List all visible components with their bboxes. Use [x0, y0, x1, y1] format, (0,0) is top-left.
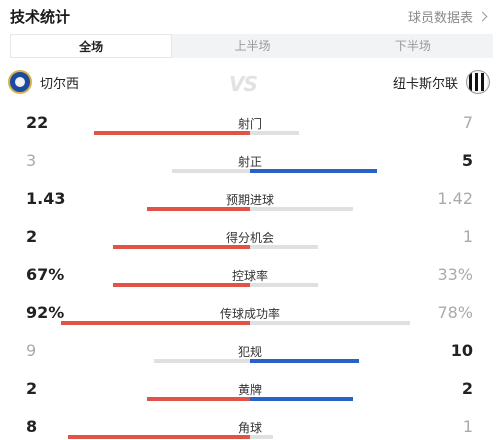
teams-row: 切尔西 VS 纽卡斯尔联 — [0, 70, 500, 98]
away-stat-bar — [250, 359, 359, 363]
away-stat-value: 5 — [461, 151, 473, 170]
away-team-name: 纽卡斯尔联 — [392, 76, 458, 92]
home-stat-bar — [68, 435, 250, 439]
away-stat-bar — [250, 131, 299, 135]
away-stat-value: 33% — [437, 265, 473, 284]
stat-label: 控球率 — [231, 269, 268, 283]
tab-full-match[interactable]: 全场 — [10, 34, 173, 58]
home-stat-bar — [61, 321, 250, 325]
away-stat-value: 7 — [462, 113, 473, 132]
home-stat-value: 67% — [26, 265, 65, 284]
stats-header: 技术统计 球员数据表 — [0, 0, 500, 34]
chelsea-crest-icon — [8, 70, 32, 94]
player-stats-link-label[interactable]: 球员数据表 — [407, 11, 473, 26]
stat-row: 67% 控球率 33% — [0, 265, 500, 295]
home-stat-value: 92% — [26, 303, 65, 322]
section-title: 技术统计 — [10, 8, 71, 26]
home-stat-value: 8 — [26, 417, 38, 436]
player-stats-link[interactable]: 球员数据表 — [407, 7, 488, 26]
away-stat-bar — [250, 435, 273, 439]
home-stat-bar — [94, 131, 250, 135]
home-stat-bar — [147, 207, 250, 211]
stat-row: 92% 传球成功率 78% — [0, 303, 500, 333]
stat-label: 预期进球 — [225, 193, 274, 207]
home-stat-bar — [172, 169, 250, 173]
home-stat-bar — [113, 283, 250, 287]
chevron-right-icon[interactable] — [477, 11, 488, 22]
tab-second-half[interactable]: 下半场 — [394, 39, 431, 53]
away-stat-value: 1 — [462, 417, 473, 436]
stat-row: 2 黄牌 2 — [0, 379, 500, 409]
home-stat-value: 3 — [26, 151, 37, 170]
home-stat-value: 9 — [26, 341, 37, 360]
home-team[interactable]: 切尔西 — [8, 70, 79, 94]
home-stat-bar — [113, 245, 250, 249]
stat-row: 8 角球 1 — [0, 417, 500, 440]
away-stat-value: 1 — [462, 227, 473, 246]
home-team-name: 切尔西 — [40, 76, 80, 92]
stat-label: 射正 — [237, 155, 262, 169]
away-stat-value: 78% — [437, 303, 473, 322]
vs-label: VS — [229, 72, 258, 96]
away-team[interactable]: 纽卡斯尔联 — [393, 70, 490, 94]
home-stat-value: 2 — [26, 379, 38, 398]
home-stat-value: 1.43 — [26, 189, 66, 208]
away-stat-value: 2 — [461, 379, 473, 398]
home-stat-value: 2 — [26, 227, 38, 246]
stat-label: 传球成功率 — [219, 307, 280, 321]
stat-label: 犯规 — [237, 345, 262, 359]
stat-row: 22 射门 7 — [0, 113, 500, 143]
home-stat-bar — [154, 359, 250, 363]
away-stat-bar — [250, 169, 377, 173]
stat-row: 1.43 预期进球 1.42 — [0, 189, 500, 219]
stat-label: 角球 — [237, 421, 262, 435]
away-stat-bar — [250, 321, 410, 325]
stat-label: 黄牌 — [237, 383, 262, 397]
home-stat-value: 22 — [26, 113, 49, 132]
away-stat-bar — [250, 245, 318, 249]
stat-label: 得分机会 — [225, 231, 274, 245]
away-stat-bar — [250, 397, 353, 401]
away-stat-bar — [250, 283, 318, 287]
period-tabs: 全场 上半场 下半场 — [10, 34, 493, 58]
stat-row: 2 得分机会 1 — [0, 227, 500, 257]
tab-first-half[interactable]: 上半场 — [234, 39, 271, 53]
away-stat-bar — [250, 207, 353, 211]
stat-label: 射门 — [237, 117, 262, 131]
newcastle-crest-icon — [466, 70, 490, 94]
away-stat-value: 10 — [450, 341, 473, 360]
home-stat-bar — [147, 397, 250, 401]
away-stat-value: 1.42 — [437, 189, 473, 208]
stat-row: 9 犯规 10 — [0, 341, 500, 371]
stat-row: 3 射正 5 — [0, 151, 500, 181]
